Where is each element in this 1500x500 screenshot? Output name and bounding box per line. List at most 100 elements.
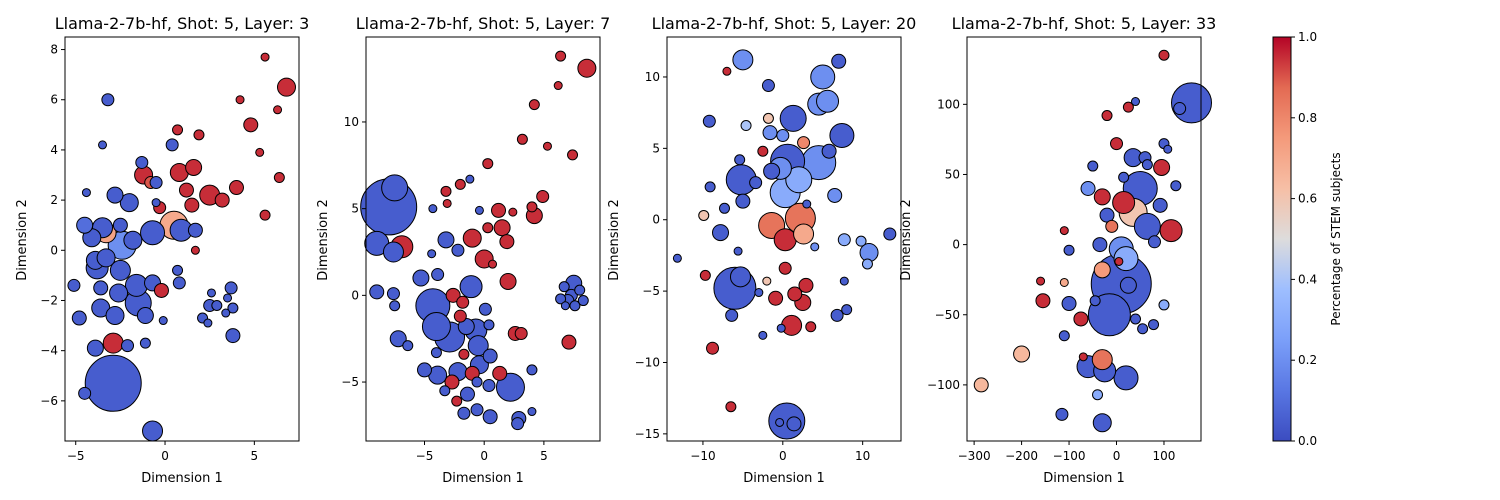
- data-point: [124, 273, 148, 297]
- data-point: [1078, 352, 1088, 362]
- x-tick-label: 0: [161, 449, 169, 463]
- data-point: [841, 304, 853, 316]
- data-point: [1170, 180, 1182, 192]
- data-point: [483, 319, 495, 331]
- data-point: [768, 290, 784, 306]
- data-point: [577, 58, 597, 78]
- data-point: [805, 321, 817, 333]
- y-tick-label: 50: [945, 167, 960, 181]
- data-point: [526, 364, 538, 376]
- data-point: [1152, 197, 1168, 213]
- data-point: [211, 299, 223, 311]
- data-point: [775, 417, 785, 427]
- y-axis-label: Dimension 2: [15, 199, 30, 281]
- data-point: [749, 176, 763, 190]
- data-point: [527, 407, 537, 417]
- scatter-panel-layer-3: Llama-2-7b-hf, Shot: 5, Layer: 3 Dimensi…: [15, 14, 309, 486]
- data-point: [474, 205, 484, 215]
- y-tick-label: 0: [652, 213, 660, 227]
- y-axis-label: Dimension 2: [316, 199, 331, 281]
- data-point: [785, 166, 813, 194]
- data-point: [76, 216, 94, 234]
- x-tick-label: −100: [1053, 449, 1086, 463]
- y-axis-label: Dimension 2: [899, 199, 914, 281]
- data-point: [482, 158, 494, 170]
- data-point: [773, 228, 797, 252]
- data-point: [754, 288, 764, 298]
- data-point: [787, 286, 803, 302]
- data-point: [839, 276, 849, 286]
- panel-title: Llama-2-7b-hf, Shot: 5, Layer: 33: [952, 14, 1217, 33]
- data-point: [459, 386, 475, 402]
- data-point: [1158, 49, 1170, 61]
- data-point: [1110, 137, 1124, 151]
- data-point: [1148, 319, 1160, 331]
- data-point: [786, 416, 802, 432]
- x-tick-label: 100: [1153, 449, 1176, 463]
- data-point: [228, 180, 244, 196]
- data-point: [1093, 188, 1111, 206]
- y-tick-label: −5: [642, 284, 660, 298]
- y-tick-label: 0: [952, 238, 960, 252]
- data-point: [67, 278, 81, 292]
- panel-title: Llama-2-7b-hf, Shot: 5, Layer: 7: [356, 14, 611, 33]
- data-point: [456, 295, 470, 309]
- y-tick-label: −10: [635, 355, 660, 369]
- data-point: [190, 245, 200, 255]
- points-layer: [672, 49, 897, 440]
- data-point: [1113, 365, 1139, 391]
- data-point: [224, 281, 238, 295]
- colorbar: Percentage of STEM subjects 0.0 0.2 0.4 0.6…: [1272, 30, 1343, 448]
- data-point: [135, 155, 149, 169]
- x-tick-label: −200: [1005, 449, 1038, 463]
- data-point: [165, 138, 179, 152]
- data-point: [733, 246, 743, 256]
- data-point: [255, 147, 265, 157]
- data-point: [1173, 102, 1187, 116]
- data-point: [451, 243, 465, 257]
- data-point: [1158, 299, 1170, 311]
- data-point: [761, 79, 775, 93]
- data-point: [1163, 144, 1173, 154]
- data-point: [827, 187, 843, 203]
- data-point: [567, 149, 579, 161]
- y-tick-label: 8: [50, 43, 58, 57]
- data-point: [855, 235, 867, 247]
- data-point: [465, 174, 475, 184]
- data-point: [514, 326, 528, 340]
- data-point: [431, 268, 445, 282]
- data-point: [1061, 296, 1077, 312]
- data-point: [136, 307, 154, 325]
- data-point: [123, 230, 143, 250]
- data-point: [1137, 323, 1149, 335]
- data-point: [93, 280, 109, 296]
- data-point: [725, 401, 737, 413]
- data-point: [793, 223, 815, 245]
- data-point: [106, 186, 124, 204]
- data-point: [389, 300, 401, 312]
- data-point: [382, 241, 404, 263]
- colorbar-tick-label: 0.8: [1298, 111, 1317, 125]
- y-tick-label: −6: [40, 394, 58, 408]
- data-point: [78, 386, 92, 400]
- data-point: [412, 269, 430, 287]
- data-point: [883, 227, 897, 241]
- points-layer: [360, 50, 597, 431]
- data-point: [1122, 101, 1134, 113]
- colorbar-tick-label: 1.0: [1298, 30, 1317, 44]
- data-point: [71, 310, 87, 326]
- x-tick-label: −5: [67, 449, 85, 463]
- data-point: [1092, 413, 1112, 433]
- data-point: [698, 209, 710, 221]
- data-point: [428, 204, 438, 214]
- data-point: [973, 377, 989, 393]
- data-point: [430, 347, 442, 359]
- x-tick-label: 5: [540, 449, 548, 463]
- data-point: [1013, 345, 1031, 363]
- data-point: [381, 174, 409, 202]
- data-point: [276, 77, 296, 97]
- x-tick-label: −10: [690, 449, 715, 463]
- data-point: [555, 293, 567, 305]
- data-point: [172, 264, 184, 276]
